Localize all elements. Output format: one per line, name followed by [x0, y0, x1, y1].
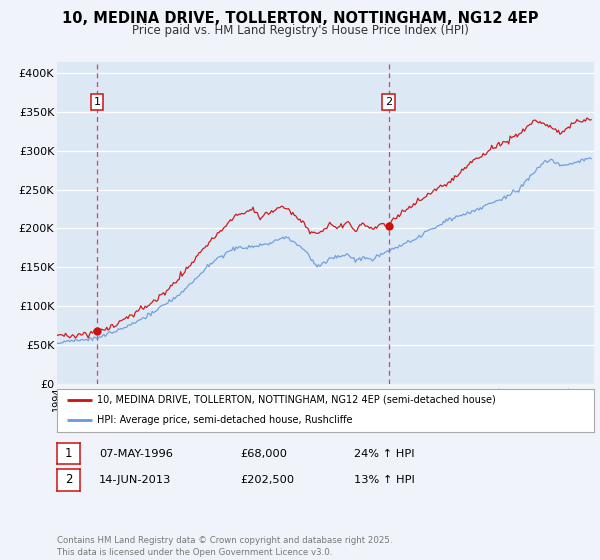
Text: Contains HM Land Registry data © Crown copyright and database right 2025.
This d: Contains HM Land Registry data © Crown c… — [57, 536, 392, 557]
Text: 2: 2 — [65, 473, 72, 487]
Text: HPI: Average price, semi-detached house, Rushcliffe: HPI: Average price, semi-detached house,… — [97, 415, 353, 425]
Text: 1: 1 — [94, 97, 101, 107]
Text: 1: 1 — [65, 447, 72, 460]
Text: 24% ↑ HPI: 24% ↑ HPI — [354, 449, 415, 459]
Text: 10, MEDINA DRIVE, TOLLERTON, NOTTINGHAM, NG12 4EP: 10, MEDINA DRIVE, TOLLERTON, NOTTINGHAM,… — [62, 11, 538, 26]
Text: £68,000: £68,000 — [240, 449, 287, 459]
Text: 07-MAY-1996: 07-MAY-1996 — [99, 449, 173, 459]
Text: 10, MEDINA DRIVE, TOLLERTON, NOTTINGHAM, NG12 4EP (semi-detached house): 10, MEDINA DRIVE, TOLLERTON, NOTTINGHAM,… — [97, 395, 496, 404]
Text: 2: 2 — [385, 97, 392, 107]
Text: 13% ↑ HPI: 13% ↑ HPI — [354, 475, 415, 485]
Text: Price paid vs. HM Land Registry's House Price Index (HPI): Price paid vs. HM Land Registry's House … — [131, 24, 469, 36]
Text: £202,500: £202,500 — [240, 475, 294, 485]
Text: 14-JUN-2013: 14-JUN-2013 — [99, 475, 172, 485]
